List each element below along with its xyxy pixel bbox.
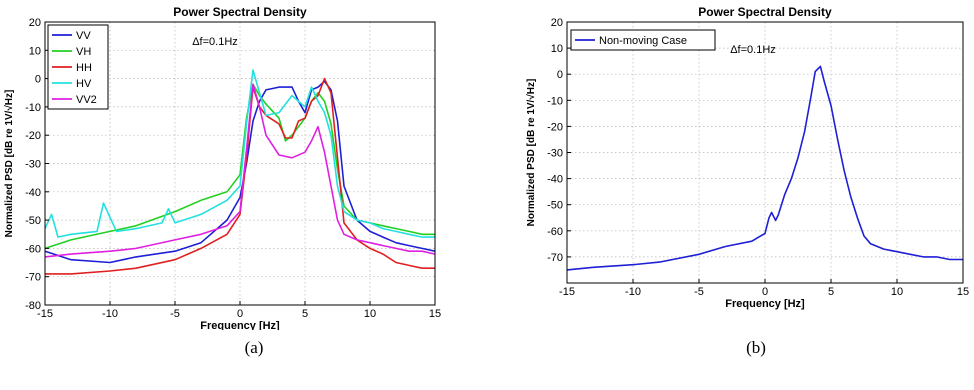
y-tick-label: -50	[547, 200, 563, 212]
series-line-hh	[45, 77, 435, 275]
x-tick-label: 0	[762, 286, 768, 298]
legend-label: VV2	[76, 94, 97, 106]
y-tick-label: -30	[25, 159, 41, 171]
y-tick-label: -80	[25, 300, 41, 312]
psd-chart-b: -15 -10 -5 0 5 10 1520100-10-20-30-40-50-60-70…	[526, 5, 969, 310]
x-tick-label: 10	[364, 308, 376, 320]
x-axis-label: Frequency [Hz]	[200, 320, 280, 330]
y-tick-label: -40	[25, 187, 41, 199]
figure: -15 -10 -5 0 5 10 1520100-10-20-30-40-50-60-70…	[4, 5, 969, 330]
x-tick-label: 15	[957, 286, 969, 298]
legend-label: HH	[76, 62, 92, 74]
series-line-hv	[44, 69, 435, 238]
psd-chart-a: -15 -10 -5 0 5 10 1520100-10-20-30-40-50-60-70…	[4, 5, 441, 330]
legend-label: VV	[76, 30, 91, 42]
y-tick-label: -30	[547, 148, 563, 160]
x-tick-label: 15	[429, 308, 441, 320]
x-axis-label: Frequency [Hz]	[725, 298, 805, 310]
y-tick-label: 0	[557, 69, 563, 81]
legend-label: HV	[76, 78, 92, 90]
y-tick-label: -70	[25, 272, 41, 284]
x-tick-label: 10	[891, 286, 903, 298]
y-tick-label: -40	[547, 174, 563, 186]
delta-f-annotation: Δf=0.1Hz	[730, 44, 776, 56]
y-tick-label: -10	[25, 102, 41, 114]
x-tick-label: 5	[302, 308, 308, 320]
y-axis-label: Normalized PSD [dB re 1V/√Hz]	[526, 79, 537, 227]
y-tick-label: 20	[551, 17, 563, 29]
x-tick-label: 5	[828, 286, 834, 298]
x-tick-label: -10	[625, 286, 641, 298]
y-tick-label: -50	[25, 215, 41, 227]
y-tick-label: 10	[551, 43, 563, 55]
chart-title: Power Spectral Density	[698, 5, 832, 19]
y-tick-label: -20	[25, 130, 41, 142]
series-line-non-moving-case	[566, 65, 963, 271]
legend-box	[570, 29, 716, 51]
y-axis-label: Normalized PSD [dB re 1V/√Hz]	[4, 90, 15, 238]
x-tick-label: 0	[237, 308, 243, 320]
legend-label: Non-moving Case	[599, 35, 687, 47]
series-line-vh	[44, 83, 435, 250]
x-tick-label: -15	[37, 308, 53, 320]
chart-title: Power Spectral Density	[173, 5, 307, 19]
y-tick-label: -60	[547, 226, 563, 238]
y-tick-label: 10	[29, 45, 41, 57]
x-tick-label: -15	[559, 286, 575, 298]
caption-b: (b)	[746, 338, 766, 357]
x-tick-label: -10	[102, 308, 118, 320]
legend-label: VH	[76, 46, 91, 58]
y-tick-label: 0	[35, 74, 41, 86]
x-tick-label: -5	[694, 286, 704, 298]
y-tick-label: -60	[25, 243, 41, 255]
series-line-vv2	[44, 83, 436, 258]
y-tick-label: -20	[547, 121, 563, 133]
y-tick-label: -10	[547, 95, 563, 107]
caption-a: (a)	[244, 338, 264, 357]
y-tick-label: -70	[547, 252, 563, 264]
y-tick-label: 20	[29, 17, 41, 29]
x-tick-label: -5	[170, 308, 180, 320]
delta-f-annotation: Δf=0.1Hz	[192, 36, 238, 48]
